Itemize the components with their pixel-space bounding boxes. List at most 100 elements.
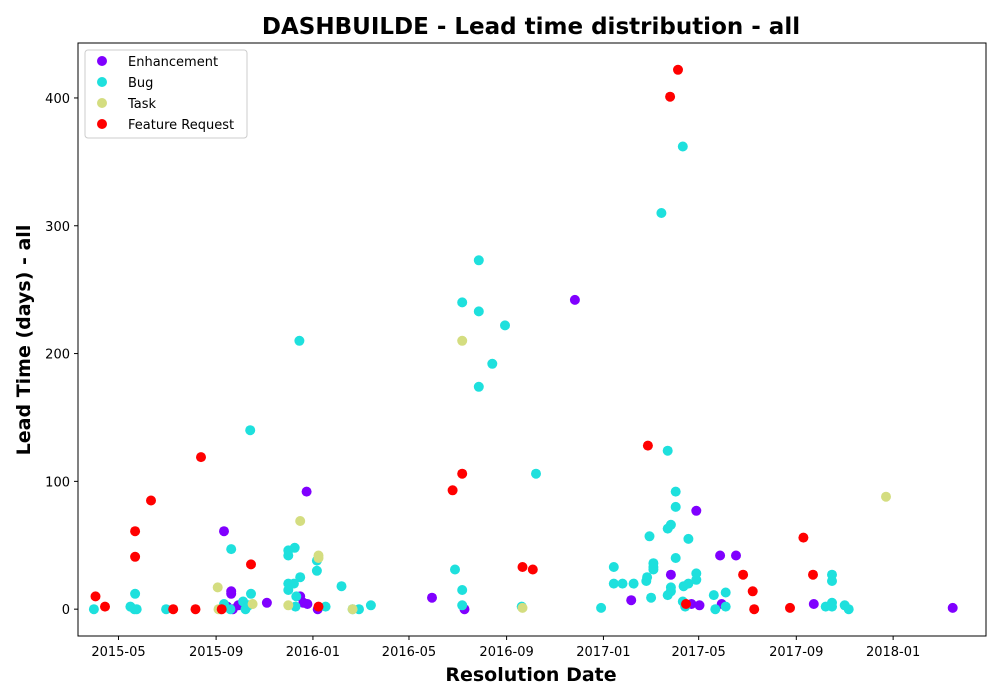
point-bug xyxy=(642,572,653,583)
point-bug xyxy=(683,578,694,589)
point-bug xyxy=(131,604,142,615)
point-feature-request xyxy=(798,532,809,543)
point-bug xyxy=(670,501,681,512)
point-feature-request xyxy=(527,564,538,575)
point-bug xyxy=(500,320,510,331)
point-bug xyxy=(827,601,837,612)
point-enhancement xyxy=(731,550,741,561)
point-feature-request xyxy=(130,551,141,562)
point-enhancement xyxy=(665,569,676,580)
x-axis: 2015-05 2015-09 2016-01 2016-05 2016-09 2017-… xyxy=(91,636,920,660)
legend-marker-bug xyxy=(97,77,107,87)
point-bug xyxy=(670,486,681,497)
point-feature-request xyxy=(246,559,256,570)
x-tick-label: 2015-09 xyxy=(189,645,243,660)
point-bug xyxy=(608,562,619,572)
point-feature-request xyxy=(785,602,795,613)
point-bug xyxy=(665,586,676,597)
point-bug xyxy=(246,588,256,599)
point-feature-request xyxy=(681,599,691,609)
point-enhancement xyxy=(808,599,819,609)
point-feature-request xyxy=(196,452,206,463)
legend-label-task: Task xyxy=(127,97,157,112)
point-feature-request xyxy=(665,91,676,102)
point-bug xyxy=(336,581,347,592)
point-bug xyxy=(289,542,300,553)
point-feature-request xyxy=(168,604,179,615)
point-bug xyxy=(691,574,702,585)
y-tick-label: 100 xyxy=(45,475,70,490)
x-tick-label: 2016-09 xyxy=(479,645,533,660)
point-bug xyxy=(656,208,667,218)
point-bug xyxy=(720,587,731,598)
point-feature-request xyxy=(747,586,758,597)
point-enhancement xyxy=(302,599,313,609)
point-feature-request xyxy=(190,604,201,615)
point-feature-request xyxy=(808,569,818,580)
point-bug xyxy=(531,468,541,479)
point-enhancement xyxy=(715,550,726,561)
point-bug xyxy=(646,592,657,603)
point-task xyxy=(313,550,324,561)
x-tick-label: 2017-09 xyxy=(769,645,823,660)
point-bug xyxy=(473,255,484,266)
point-task xyxy=(247,599,258,609)
point-bug xyxy=(311,565,322,576)
x-tick-label: 2017-01 xyxy=(576,645,630,660)
point-task xyxy=(347,604,358,615)
point-bug xyxy=(295,572,306,583)
point-bug xyxy=(473,306,484,317)
point-feature-request xyxy=(673,64,683,75)
point-bug xyxy=(670,553,681,563)
point-feature-request xyxy=(642,440,653,451)
point-task xyxy=(212,582,223,593)
y-tick-label: 300 xyxy=(45,220,70,235)
legend-box xyxy=(84,49,248,139)
point-task xyxy=(283,600,294,611)
y-axis-label: Lead Time (days) - all xyxy=(13,225,35,456)
point-enhancement xyxy=(569,294,580,305)
point-bug xyxy=(226,544,237,555)
legend: Enhancement Bug Task Feature Request xyxy=(84,49,248,139)
x-tick-label: 2017-05 xyxy=(672,645,726,660)
point-bug xyxy=(596,602,607,613)
point-bug xyxy=(677,141,688,152)
legend-marker-feature-request xyxy=(97,119,107,129)
point-bug xyxy=(320,601,331,612)
x-tick-label: 2016-01 xyxy=(286,645,340,660)
point-enhancement xyxy=(947,602,958,613)
point-feature-request xyxy=(517,562,528,572)
point-bug xyxy=(365,600,376,611)
point-bug xyxy=(288,578,299,589)
point-task xyxy=(517,602,528,613)
point-bug xyxy=(457,585,468,595)
point-bug xyxy=(644,531,655,542)
point-bug xyxy=(827,569,837,580)
point-enhancement xyxy=(219,526,229,537)
point-task xyxy=(457,335,468,346)
point-bug xyxy=(720,601,731,612)
point-bug xyxy=(450,564,460,575)
point-bug xyxy=(608,578,619,589)
point-enhancement xyxy=(427,592,437,603)
point-enhancement xyxy=(694,600,705,611)
point-enhancement xyxy=(226,588,237,599)
point-bug xyxy=(294,335,305,346)
point-feature-request xyxy=(146,495,156,506)
point-bug xyxy=(662,445,673,456)
y-axis: 0 100 200 300 400 xyxy=(45,92,78,618)
point-bug xyxy=(457,600,468,611)
point-bug xyxy=(457,297,468,308)
x-tick-label: 2018-01 xyxy=(866,645,920,660)
point-enhancement xyxy=(626,595,637,606)
chart-title: DASHBUILDE - Lead time distribution - al… xyxy=(262,14,800,40)
point-bug xyxy=(628,578,639,589)
point-bug xyxy=(665,519,676,530)
legend-marker-enhancement xyxy=(97,56,107,66)
point-enhancement xyxy=(301,486,312,497)
point-feature-request xyxy=(738,569,749,580)
point-bug xyxy=(245,425,256,436)
y-tick-label: 0 xyxy=(62,603,70,618)
point-feature-request xyxy=(313,601,324,612)
